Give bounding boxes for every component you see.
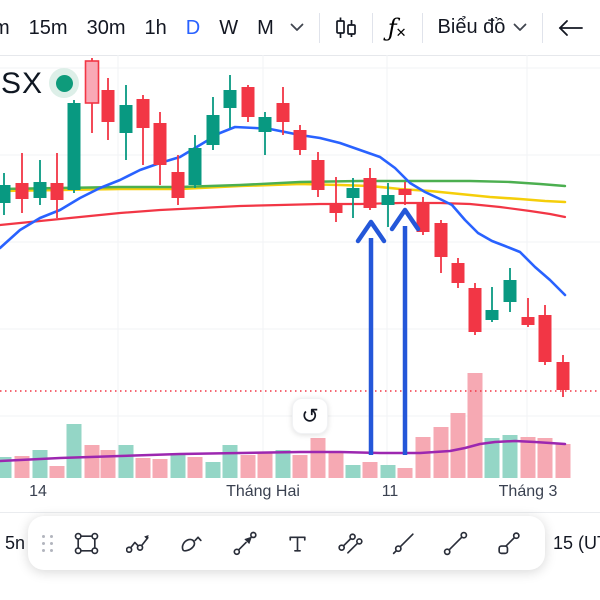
timeframe-button-15m[interactable]: 15m xyxy=(28,16,68,39)
candle xyxy=(50,183,64,200)
brush-tool-icon[interactable] xyxy=(166,523,219,563)
drawn-arrow-annotations[interactable] xyxy=(355,207,421,455)
candle xyxy=(451,263,465,283)
text-tool-icon[interactable] xyxy=(271,523,324,563)
chevron-down-icon xyxy=(513,23,527,31)
candle xyxy=(33,182,47,198)
time-axis-label: 11 xyxy=(381,483,399,500)
range-selector-label[interactable]: 5n xyxy=(5,533,26,553)
candle xyxy=(171,172,185,198)
refresh-button[interactable]: ↺ xyxy=(292,398,328,434)
candle xyxy=(136,99,150,128)
ma-blue-line xyxy=(0,125,567,297)
timeframe-button-1h[interactable]: 1h xyxy=(144,16,167,39)
candle xyxy=(503,280,517,302)
divider xyxy=(371,12,373,43)
trend-line-tool-icon[interactable] xyxy=(429,523,482,563)
candle xyxy=(398,189,412,195)
candle xyxy=(0,185,11,203)
ma-green-line xyxy=(0,179,567,191)
symbol-label: SX xyxy=(1,67,44,100)
candle xyxy=(84,60,100,104)
candle xyxy=(434,223,448,257)
candle xyxy=(329,203,343,213)
candle xyxy=(293,130,307,150)
candle xyxy=(521,317,535,325)
status-dot-icon xyxy=(49,68,79,98)
divider xyxy=(0,512,600,513)
timeframe-button-W[interactable]: W xyxy=(219,16,239,39)
candle xyxy=(206,115,220,145)
arrow-head xyxy=(389,207,421,232)
candle xyxy=(538,315,552,362)
chart-type-label: Biểu đồ xyxy=(437,16,506,38)
timeframe-button-30m[interactable]: 30m xyxy=(86,16,126,39)
divider xyxy=(318,12,320,43)
chart-type-button[interactable]: Biểu đồ xyxy=(438,16,528,39)
arrow-head xyxy=(355,219,387,244)
candle xyxy=(556,362,570,390)
time-axis-label: 14 xyxy=(29,483,47,500)
candle xyxy=(188,148,202,185)
divider xyxy=(542,12,544,43)
parallel-channel-tool-icon[interactable] xyxy=(324,523,377,563)
volume-series xyxy=(0,373,571,478)
time-axis-label: Tháng Hai xyxy=(226,483,300,500)
candle xyxy=(101,90,115,122)
candlestick-chart-icon[interactable] xyxy=(335,16,357,40)
fx-indicators-icon[interactable]: ƒ ✕ xyxy=(387,13,407,42)
chart-area[interactable]: SX ↺ 14 Tháng Hai 11 Tháng 3 xyxy=(0,55,600,510)
candle xyxy=(381,195,395,205)
candle xyxy=(346,188,360,198)
divider xyxy=(421,12,423,43)
path-tool-icon[interactable] xyxy=(113,523,166,563)
refresh-icon: ↺ xyxy=(301,404,319,428)
candle xyxy=(258,117,272,132)
candle xyxy=(223,90,237,108)
back-arrow-icon[interactable] xyxy=(558,19,584,37)
drawing-toolbar xyxy=(28,516,545,570)
volume-ma-line xyxy=(0,439,567,463)
candle xyxy=(485,310,499,320)
chevron-down-icon[interactable] xyxy=(290,19,304,37)
candle xyxy=(363,178,377,208)
candle xyxy=(311,160,325,190)
candle xyxy=(67,103,81,190)
price-chart-canvas[interactable] xyxy=(0,55,600,510)
candlestick-series xyxy=(0,58,570,397)
candle xyxy=(241,87,255,117)
timeframe-list: m 15m 30m 1h DWM xyxy=(0,18,274,38)
timeframe-button-D[interactable]: D xyxy=(185,16,201,39)
candle xyxy=(153,123,167,165)
candle xyxy=(416,202,430,232)
candle xyxy=(276,103,290,122)
timeframe-button-m[interactable]: m xyxy=(0,18,10,38)
ray-tool-icon[interactable] xyxy=(377,523,430,563)
arrow-marker-tool-icon[interactable] xyxy=(482,523,535,563)
time-axis-label: Tháng 3 xyxy=(498,483,558,500)
candle xyxy=(119,105,133,133)
arrow-tool-icon[interactable] xyxy=(218,523,271,563)
timeframe-button-M[interactable]: M xyxy=(257,16,274,39)
candle xyxy=(15,183,29,199)
rectangle-tool-icon[interactable] xyxy=(60,523,113,563)
clock-timezone-label[interactable]: 15 (UT xyxy=(552,533,600,553)
drag-handle-icon[interactable] xyxy=(42,534,54,552)
candle xyxy=(468,288,482,332)
ma-red-line xyxy=(0,201,567,227)
top-toolbar: m 15m 30m 1h DWM ƒ✕ Biểu đồ xyxy=(0,0,600,56)
